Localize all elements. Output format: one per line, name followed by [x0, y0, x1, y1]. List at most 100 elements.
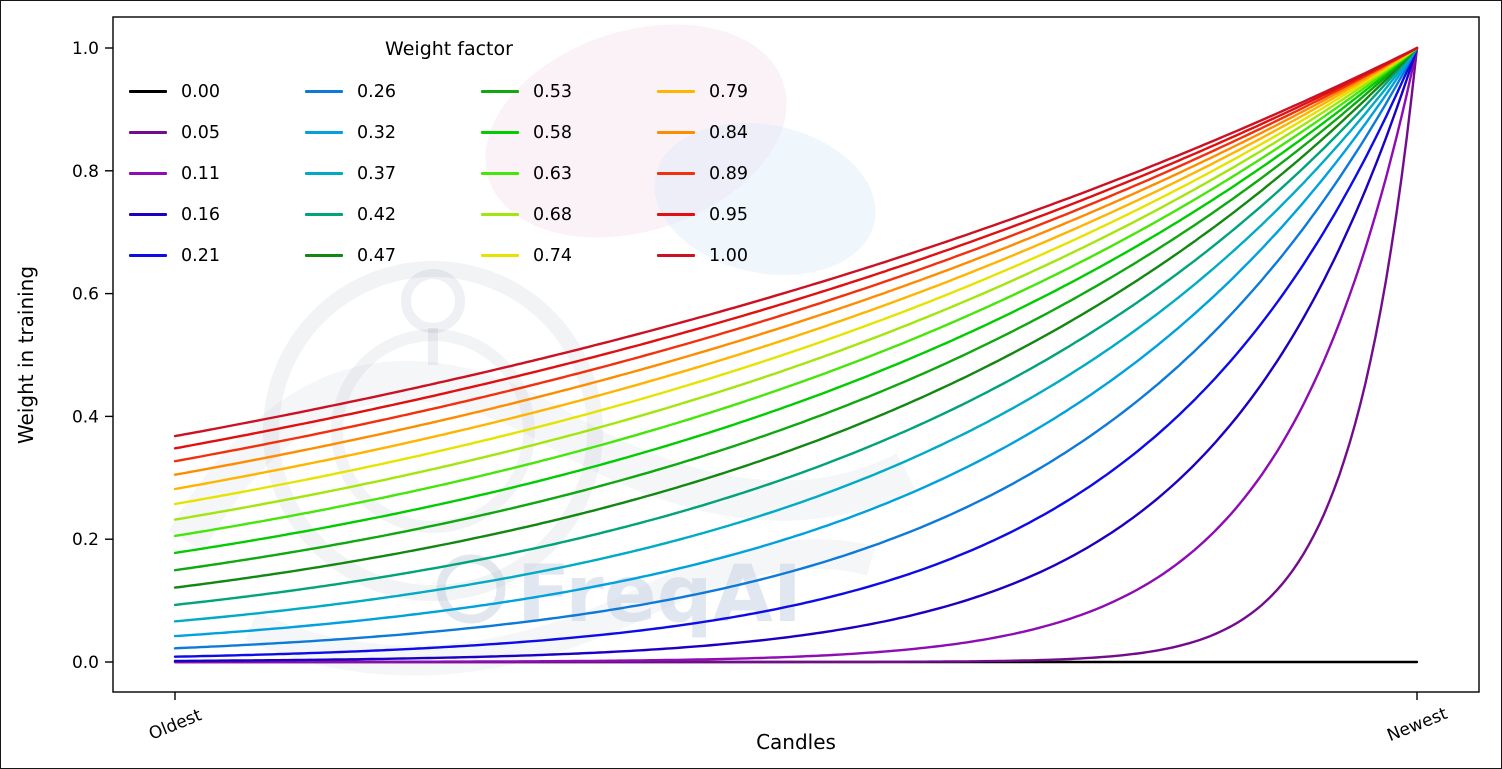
legend-label: 0.58: [533, 122, 572, 143]
y-tick-label: 0.8: [72, 162, 99, 182]
watermark-wing-top: [168, 360, 916, 552]
legend-label: 0.32: [357, 122, 396, 143]
legend-line-swatch: [305, 213, 343, 216]
legend-item: 1.00: [657, 235, 833, 276]
x-axis-label: Candles: [756, 730, 836, 754]
curve-0.37: [173, 46, 1419, 623]
legend-item: 0.37: [305, 153, 481, 194]
x-tick-label: Newest: [1384, 704, 1450, 746]
legend-item: 0.05: [129, 112, 305, 153]
legend-item: 0.58: [481, 112, 657, 153]
legend-label: 0.47: [357, 245, 396, 266]
legend-label: 0.53: [533, 81, 572, 102]
legend-label: 1.00: [709, 245, 748, 266]
legend-item: 0.95: [657, 194, 833, 235]
legend-title: Weight factor: [385, 38, 513, 60]
legend-item: 0.42: [305, 194, 481, 235]
legend-item: 0.84: [657, 112, 833, 153]
legend-label: 0.95: [709, 204, 748, 225]
legend-label: 0.11: [181, 163, 220, 184]
legend-line-swatch: [129, 254, 167, 257]
y-tick-label: 1.0: [72, 39, 99, 59]
legend-column: 0.53 0.58 0.63 0.68 0.74: [481, 71, 657, 276]
legend: Weight factor 0.00 0.05 0.11 0.16 0.21 0…: [129, 37, 833, 276]
curve-0.74: [173, 46, 1419, 506]
legend-item: 0.00: [129, 71, 305, 112]
legend-label: 0.63: [533, 163, 572, 184]
curve-0.16: [173, 46, 1419, 663]
legend-column: 0.00 0.05 0.11 0.16 0.21: [129, 71, 305, 276]
curve-0.26: [173, 46, 1419, 650]
legend-label: 0.37: [357, 163, 396, 184]
y-tick-label: 0.2: [72, 530, 99, 550]
curve-1.00: [173, 46, 1419, 438]
legend-column: 0.26 0.32 0.37 0.42 0.47: [305, 71, 481, 276]
watermark-wing-bottom: [244, 539, 876, 676]
curve-0.32: [173, 46, 1419, 638]
legend-line-swatch: [305, 90, 343, 93]
y-tick-label: 0.4: [72, 407, 99, 427]
curve-0.95: [173, 46, 1419, 450]
legend-label: 0.68: [533, 204, 572, 225]
legend-line-swatch: [305, 254, 343, 257]
curve-0.11: [173, 46, 1419, 664]
legend-label: 0.84: [709, 122, 748, 143]
legend-item: 0.11: [129, 153, 305, 194]
legend-label: 0.21: [181, 245, 220, 266]
curve-0.79: [173, 46, 1419, 491]
watermark-text: FreqAI: [517, 550, 802, 640]
legend-line-swatch: [657, 90, 695, 93]
legend-column: 0.79 0.84 0.89 0.95 1.00: [657, 71, 833, 276]
curve-0.53: [173, 46, 1419, 572]
legend-label: 0.26: [357, 81, 396, 102]
axes-frame: [112, 16, 1480, 693]
legend-line-swatch: [657, 213, 695, 216]
legend-item: 0.68: [481, 194, 657, 235]
legend-item: 0.79: [657, 71, 833, 112]
x-tick-label: Oldest: [146, 705, 205, 744]
legend-label: 0.74: [533, 245, 572, 266]
legend-item: 0.89: [657, 153, 833, 194]
curve-0.68: [173, 46, 1419, 521]
curves-group: [173, 46, 1419, 664]
curve-0.47: [173, 46, 1419, 589]
legend-label: 0.79: [709, 81, 748, 102]
legend-label: 0.42: [357, 204, 396, 225]
curve-0.84: [173, 46, 1419, 476]
watermark-stopwatch: [401, 269, 465, 333]
curve-0.58: [173, 46, 1419, 555]
legend-item: 0.32: [305, 112, 481, 153]
curve-0.21: [173, 46, 1419, 658]
legend-line-swatch: [657, 172, 695, 175]
legend-item: 0.47: [305, 235, 481, 276]
curve-0.42: [173, 46, 1419, 607]
legend-line-swatch: [129, 172, 167, 175]
y-tick-label: 0.6: [72, 285, 99, 305]
legend-item: 0.63: [481, 153, 657, 194]
legend-line-swatch: [657, 254, 695, 257]
legend-line-swatch: [481, 213, 519, 216]
legend-line-swatch: [481, 131, 519, 134]
legend-line-swatch: [657, 131, 695, 134]
legend-line-swatch: [481, 172, 519, 175]
legend-item: 0.16: [129, 194, 305, 235]
legend-item: 0.74: [481, 235, 657, 276]
y-axis-label: Weight in training: [14, 266, 38, 444]
watermark-gear-inner: [331, 329, 535, 533]
legend-item: 0.26: [305, 71, 481, 112]
legend-label: 0.00: [181, 81, 220, 102]
y-tick-label: 0.0: [72, 653, 99, 673]
legend-label: 0.05: [181, 122, 220, 143]
legend-label: 0.16: [181, 204, 220, 225]
legend-line-swatch: [129, 131, 167, 134]
legend-label: 0.89: [709, 163, 748, 184]
legend-item: 0.21: [129, 235, 305, 276]
legend-line-swatch: [129, 90, 167, 93]
legend-line-swatch: [129, 213, 167, 216]
watermark: FreqAI: [168, 24, 916, 676]
watermark-blob-blue: [654, 122, 876, 276]
legend-line-swatch: [481, 90, 519, 93]
curve-0.63: [173, 46, 1419, 538]
